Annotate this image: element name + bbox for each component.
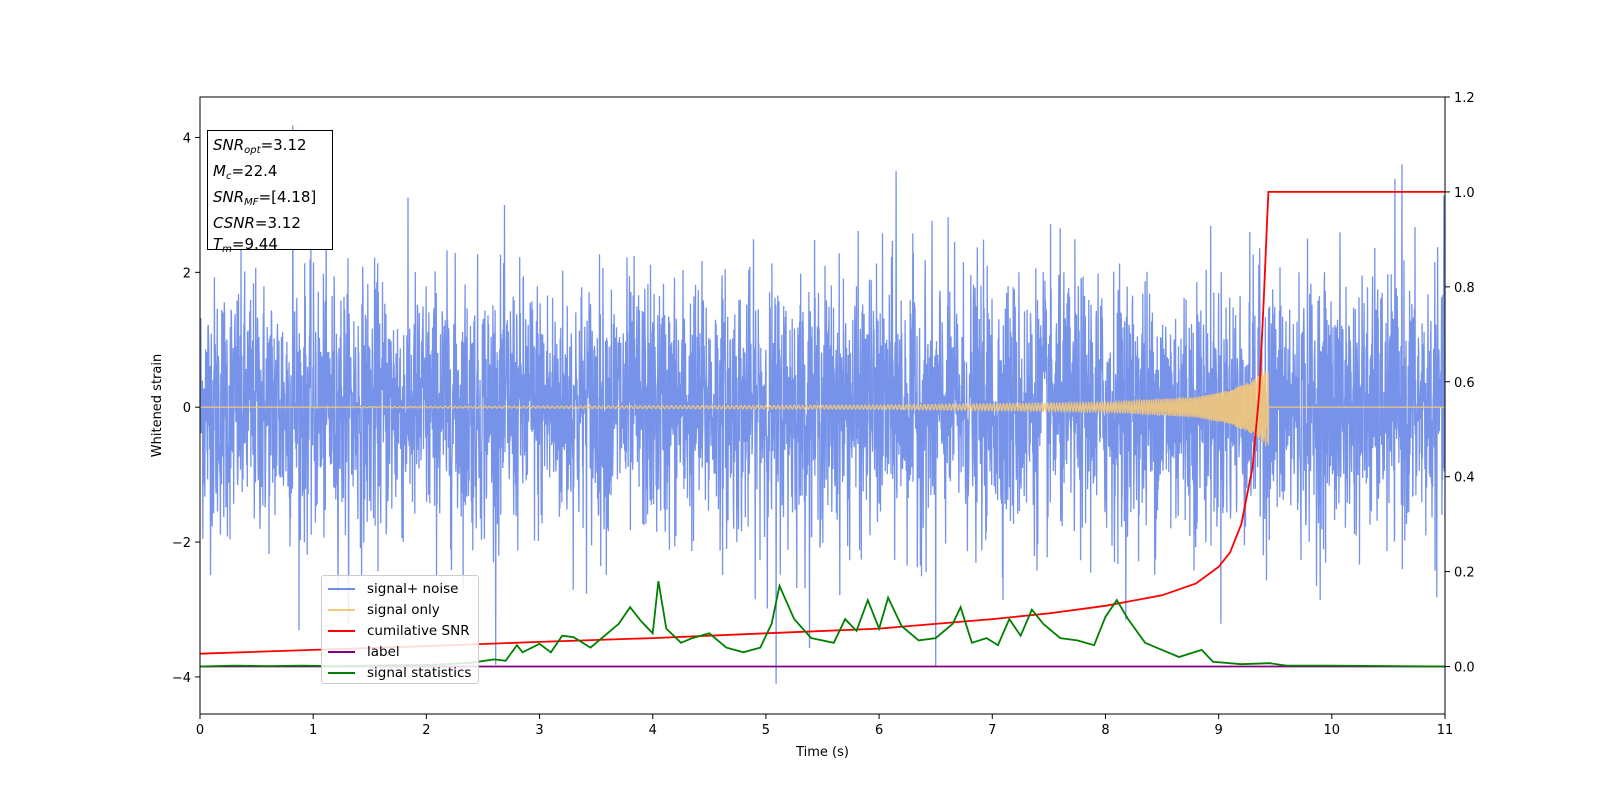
y-axis-right: 0.0 0.2 0.4 0.6 0.8 1.0 1.2 — [1445, 91, 1475, 676]
legend-item-cumulative-snr: cumilative SNR — [328, 620, 472, 641]
plot-area: 0 1 2 3 4 5 6 7 8 9 10 11 −4 −2 0 2 4 0.0 0.2 0.4 0.6 0.8 1.… — [150, 91, 1475, 760]
axes-frame — [199, 96, 1446, 715]
legend-label: signal only — [367, 601, 440, 618]
legend-item-label: label — [328, 641, 472, 662]
x-tick-label: 2 — [422, 723, 430, 738]
legend-label: signal statistics — [367, 664, 472, 681]
y-right-tick-label: 0.4 — [1454, 471, 1475, 486]
y-right-tick-label: 0.6 — [1454, 376, 1475, 391]
snr-mf-line: SNRMF=[4.18] — [213, 188, 317, 208]
x-tick-label: 7 — [988, 723, 996, 738]
legend-swatch — [328, 608, 355, 611]
snr-opt-line: SNRopt=3.12 — [213, 136, 307, 156]
series-signal-only — [200, 370, 1445, 447]
y-left-tick-label: −2 — [172, 536, 191, 551]
mc-line: Mc=22.4 — [213, 162, 278, 182]
x-tick-label: 11 — [1437, 723, 1454, 738]
y-left-tick-label: −4 — [172, 671, 191, 686]
x-tick-label: 8 — [1101, 723, 1109, 738]
legend-swatch — [328, 629, 355, 632]
y-right-tick-label: 0.0 — [1454, 661, 1475, 676]
y-left-tick-label: 0 — [183, 401, 191, 416]
legend-label: cumilative SNR — [367, 622, 470, 639]
x-tick-label: 0 — [196, 723, 204, 738]
legend-swatch — [328, 587, 355, 590]
y-right-tick-label: 1.0 — [1454, 186, 1475, 201]
x-tick-label: 10 — [1324, 723, 1341, 738]
legend-item-signal-only: signal only — [328, 599, 472, 620]
csnr-line: CSNR=3.12 — [213, 214, 301, 232]
legend-swatch — [328, 671, 355, 674]
y-right-tick-label: 0.8 — [1454, 281, 1475, 296]
x-tick-label: 3 — [535, 723, 543, 738]
x-axis-label: Time (s) — [795, 745, 849, 760]
x-tick-label: 9 — [1214, 723, 1222, 738]
y-right-tick-label: 1.2 — [1454, 91, 1475, 106]
legend-label: signal+ noise — [367, 580, 459, 597]
x-axis: 0 1 2 3 4 5 6 7 8 9 10 11 — [196, 714, 1453, 738]
legend-label: label — [367, 643, 400, 660]
legend-item-signal-noise: signal+ noise — [328, 578, 472, 599]
series-cumulative-snr — [200, 191, 1445, 655]
legend-item-signal-statistics: signal statistics — [328, 662, 472, 683]
y-right-tick-label: 0.2 — [1454, 566, 1475, 581]
x-tick-label: 1 — [309, 723, 317, 738]
tm-line: Tm=9.44 — [213, 235, 278, 255]
snr-info-box: SNRopt=3.12 Mc=22.4 SNRMF=[4.18] CSNR=3.… — [207, 130, 333, 255]
x-tick-label: 4 — [649, 723, 657, 738]
y-left-tick-label: 2 — [183, 266, 191, 281]
chart-legend: signal+ noise signal only cumilative SNR… — [321, 575, 479, 684]
y-axis-label: Whitened strain — [150, 354, 165, 457]
series-signal-statistics — [200, 580, 1445, 668]
legend-swatch — [328, 650, 355, 653]
x-tick-label: 6 — [875, 723, 883, 738]
y-axis-left: −4 −2 0 2 4 — [172, 131, 200, 686]
y-left-tick-label: 4 — [183, 131, 191, 146]
x-tick-label: 5 — [762, 723, 770, 738]
